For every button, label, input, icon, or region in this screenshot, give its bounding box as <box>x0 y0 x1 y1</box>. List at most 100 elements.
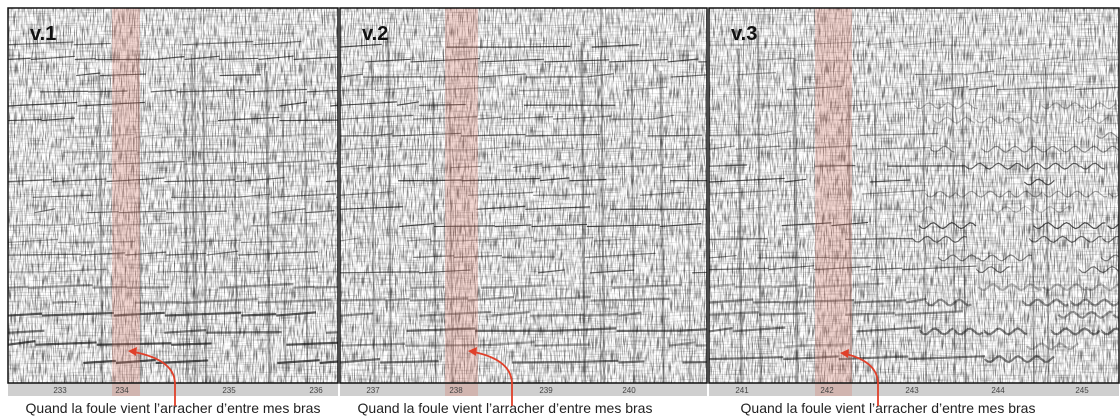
onset <box>98 69 104 383</box>
harmonic <box>406 327 707 332</box>
harmonic <box>340 145 707 151</box>
tick-strip <box>8 383 338 396</box>
tick-strip <box>340 383 707 396</box>
harmonic <box>75 160 338 165</box>
onset <box>580 41 587 383</box>
tick-label: 245 <box>1075 386 1089 395</box>
harmonic <box>781 221 1119 230</box>
harmonic <box>340 205 707 210</box>
harmonic <box>758 56 1119 61</box>
harmonic <box>63 150 338 153</box>
arrow-head <box>128 347 137 356</box>
onset <box>686 35 691 383</box>
onset <box>387 31 393 383</box>
onset <box>922 59 927 383</box>
arrow <box>473 351 513 406</box>
onset <box>874 103 879 383</box>
onset <box>847 90 853 383</box>
harmonic <box>340 341 707 347</box>
onset <box>792 58 799 383</box>
noise <box>8 8 338 383</box>
panel-label: v.2 <box>362 23 388 45</box>
harmonic <box>32 193 338 198</box>
noise <box>709 8 1119 383</box>
harmonic <box>340 357 707 364</box>
onset <box>183 83 189 383</box>
panel-frame <box>7 7 339 384</box>
tick-label: 244 <box>991 386 1005 395</box>
tick-label: 242 <box>820 386 834 395</box>
harmonic <box>340 269 707 274</box>
onset <box>303 64 309 383</box>
harmonic <box>413 252 656 258</box>
harmonic <box>340 191 684 196</box>
harmonic <box>8 101 338 107</box>
harmonic <box>709 130 1119 139</box>
harmonic <box>8 116 338 122</box>
onset <box>756 30 763 383</box>
harmonic <box>340 132 703 137</box>
highlight-band <box>445 383 478 396</box>
highlight-band <box>112 8 140 383</box>
harmonic <box>65 133 306 139</box>
onset <box>370 55 376 383</box>
onset <box>431 91 437 383</box>
onset <box>951 25 956 383</box>
highlight-band <box>445 8 478 383</box>
harmonic <box>709 310 1119 320</box>
caption: Quand la foule vient l’arracher d’entre … <box>741 400 1036 416</box>
harmonic <box>8 238 292 244</box>
harmonic <box>709 189 1119 198</box>
harmonic <box>709 40 1066 46</box>
onset <box>630 50 636 383</box>
harmonic <box>8 55 338 61</box>
tick-label: 243 <box>905 386 919 395</box>
harmonic <box>709 145 1119 153</box>
harmonic <box>76 72 261 77</box>
tick-strip <box>709 383 1119 396</box>
tick-label: 237 <box>366 386 380 395</box>
onset <box>1030 89 1036 383</box>
onset <box>233 85 238 383</box>
harmonic <box>8 311 317 317</box>
harmonic <box>709 177 1055 186</box>
harmonic <box>838 116 1109 124</box>
spectrogram-panel <box>8 8 338 383</box>
harmonic <box>709 354 1055 364</box>
tick-label: 239 <box>539 386 553 395</box>
tick-label: 233 <box>53 386 67 395</box>
onset <box>193 24 199 383</box>
harmonic <box>709 282 1119 292</box>
onset <box>600 8 606 383</box>
harmonic <box>340 43 640 48</box>
onset <box>265 70 271 383</box>
harmonic <box>340 101 616 106</box>
onset <box>737 48 743 383</box>
harmonic <box>340 73 707 78</box>
onset <box>190 53 196 383</box>
harmonic <box>709 326 1119 336</box>
harmonic <box>709 162 1105 170</box>
tick-label: 236 <box>309 386 323 395</box>
harmonic <box>709 297 1119 307</box>
harmonic <box>83 358 338 365</box>
harmonic <box>8 177 338 183</box>
harmonic <box>8 40 302 46</box>
harmonic <box>340 163 692 169</box>
panel-label: v.3 <box>731 23 757 45</box>
tick-label: 241 <box>735 386 749 395</box>
highlight-band <box>815 8 852 383</box>
harmonic <box>365 57 707 63</box>
panel-frame <box>339 7 708 384</box>
onset <box>659 70 665 383</box>
harmonic <box>410 283 682 289</box>
onset <box>597 56 602 383</box>
highlight-band <box>815 383 852 396</box>
arrow <box>845 353 879 406</box>
harmonic <box>8 282 338 289</box>
highlight-band <box>112 383 140 396</box>
harmonic <box>399 222 702 228</box>
arrow-head <box>840 349 849 358</box>
arrow-head <box>468 347 477 356</box>
